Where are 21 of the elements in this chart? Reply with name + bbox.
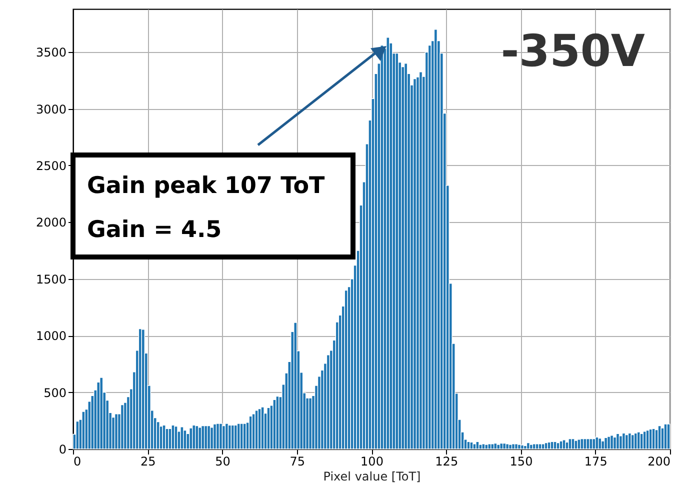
y-tick-label: 3500 (36, 46, 66, 60)
y-tick-label: 2000 (36, 216, 66, 230)
x-tick-label: 25 (140, 454, 156, 468)
y-tick-label: 0 (58, 442, 66, 456)
y-tick-label: 2500 (36, 158, 66, 173)
y-tick-label: 500 (44, 386, 66, 400)
annotation: Gain = 4.5 (87, 217, 222, 243)
annotation: -350V (500, 26, 645, 77)
x-tick-label: 0 (74, 454, 82, 468)
x-tick-label: 175 (584, 454, 608, 468)
y-tick-label: 1500 (36, 272, 66, 286)
y-tick-label: 1000 (36, 329, 66, 344)
x-tick-label: 75 (290, 454, 306, 468)
x-axis-title: Pixel value [ToT] (323, 470, 421, 484)
x-tick-label: 50 (215, 454, 230, 468)
annotation: Gain peak 107 ToT (87, 173, 326, 199)
x-tick-label: 150 (510, 454, 533, 468)
y-tick-label: 3000 (36, 102, 66, 116)
x-tick-label: 200 (648, 454, 670, 468)
x-tick-label: 125 (435, 454, 458, 468)
x-tick-label: 100 (360, 454, 384, 468)
